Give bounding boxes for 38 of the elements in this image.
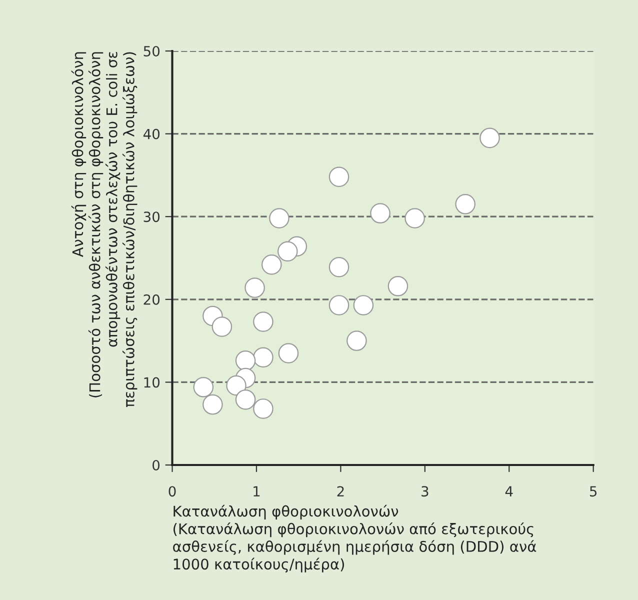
x-tick-label: 1 (254, 486, 260, 496)
point (235, 389, 256, 410)
point (480, 128, 500, 148)
point (404, 208, 425, 228)
point (328, 256, 350, 278)
point (244, 278, 265, 298)
y-axis-title: Αντοχή στη φθοριοκινολόνη (Ποσοστό των ανθεκτικών στη φθοριοκινολόνη απομονωθέντων στελεχών του E. coli σε περιπτώσεις επιθετικών/διηθητικών λοιμώξεων) (71, 52, 138, 407)
point (269, 208, 290, 228)
point (253, 347, 274, 368)
point (235, 350, 256, 371)
point (328, 295, 350, 316)
point (278, 343, 299, 364)
point (253, 398, 274, 419)
point (193, 377, 214, 398)
x-tick-label: 2 (337, 486, 344, 496)
x-axis-title: Κατανάλωση φθοριοκινολονών (Κατανάλωση φθοριοκινολονών από εξωτερικούς ασθενείς, καθορισμένη ημερήσια δόση (DDD) ανά 1000 κατοίκους/ημέρα) (173, 504, 536, 572)
y-tick-label: 10 (144, 377, 160, 388)
point (328, 166, 350, 187)
point (253, 312, 274, 332)
y-tick-label: 50 (144, 46, 160, 56)
y-tick-label: 40 (143, 128, 160, 140)
point (278, 241, 298, 262)
y-tick-label: 20 (144, 294, 160, 305)
x-tick-label: 5 (590, 486, 597, 497)
point (212, 316, 232, 337)
point (388, 276, 408, 296)
x-tick-label: 0 (168, 486, 176, 497)
y-tick-label: 30 (144, 212, 160, 222)
point (226, 375, 246, 396)
point (455, 194, 476, 214)
point (262, 254, 282, 275)
point (202, 394, 223, 415)
point (370, 203, 390, 224)
y-tick-label: 0 (152, 460, 160, 470)
point (346, 330, 367, 351)
point (353, 295, 374, 316)
x-tick-label: 3 (422, 486, 428, 497)
x-tick-label: 4 (505, 486, 513, 496)
